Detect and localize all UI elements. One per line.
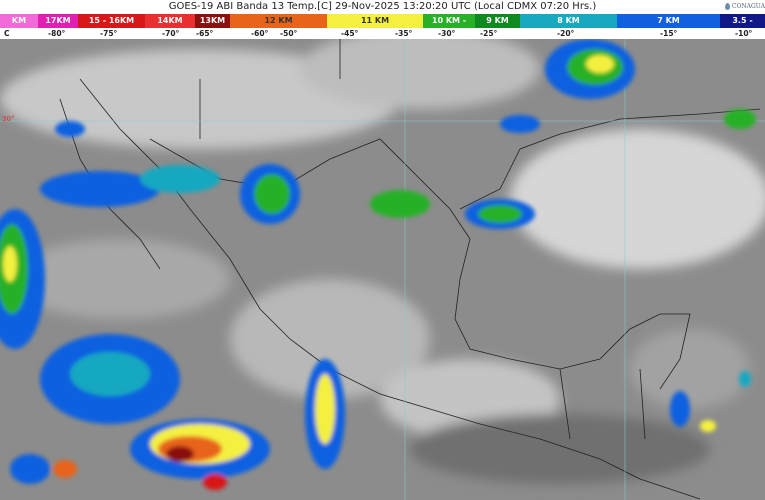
scale-segment: KM <box>0 14 38 28</box>
temp-tick: -30° <box>438 29 456 38</box>
convective-clouds <box>0 39 756 490</box>
temp-tick: -20° <box>557 29 575 38</box>
scale-segment: 9 KM <box>475 14 520 28</box>
scale-segment: 10 KM - <box>423 14 475 28</box>
scale-segment: 15 - 16KM <box>78 14 145 28</box>
temp-tick: -35° <box>395 29 413 38</box>
conagua-logo: CONAGUA <box>724 1 765 13</box>
scale-segment: 14KM <box>145 14 195 28</box>
scale-segment: 17KM <box>38 14 78 28</box>
lat-lon-grid <box>0 39 765 500</box>
temp-tick: C <box>4 29 10 38</box>
scale-segment: 3.5 - <box>720 14 765 28</box>
temperature-scale: C -80° -75° -70° -65° -60° -50° -45° -35… <box>0 28 765 39</box>
water-drop-icon <box>724 3 730 10</box>
latitude-label: 30° <box>2 115 15 123</box>
temp-tick: -60° <box>251 29 269 38</box>
scale-segment: 8 KM <box>520 14 617 28</box>
temp-tick: -10° <box>735 29 753 38</box>
scale-segment: 12 KM <box>230 14 327 28</box>
temp-tick: -65° <box>196 29 214 38</box>
temp-tick: -45° <box>341 29 359 38</box>
temp-tick: -15° <box>660 29 678 38</box>
temp-tick: -50° <box>280 29 298 38</box>
temp-tick: -70° <box>162 29 180 38</box>
cloud-cover <box>0 39 765 484</box>
satellite-image: 30° <box>0 39 765 500</box>
image-title: GOES-19 ABI Banda 13 Temp.[C] 29-Nov-202… <box>0 0 765 13</box>
scale-segment: 11 KM <box>327 14 423 28</box>
temp-tick: -75° <box>100 29 118 38</box>
scale-segment: 7 KM <box>617 14 720 28</box>
satellite-map <box>0 39 765 500</box>
color-scale-bar: KM 17KM 15 - 16KM 14KM 13KM 12 KM 11 KM … <box>0 14 765 28</box>
temp-tick: -25° <box>480 29 498 38</box>
logo-text: CONAGUA <box>731 3 765 10</box>
temp-tick: -80° <box>48 29 66 38</box>
scale-segment: 13KM <box>195 14 230 28</box>
